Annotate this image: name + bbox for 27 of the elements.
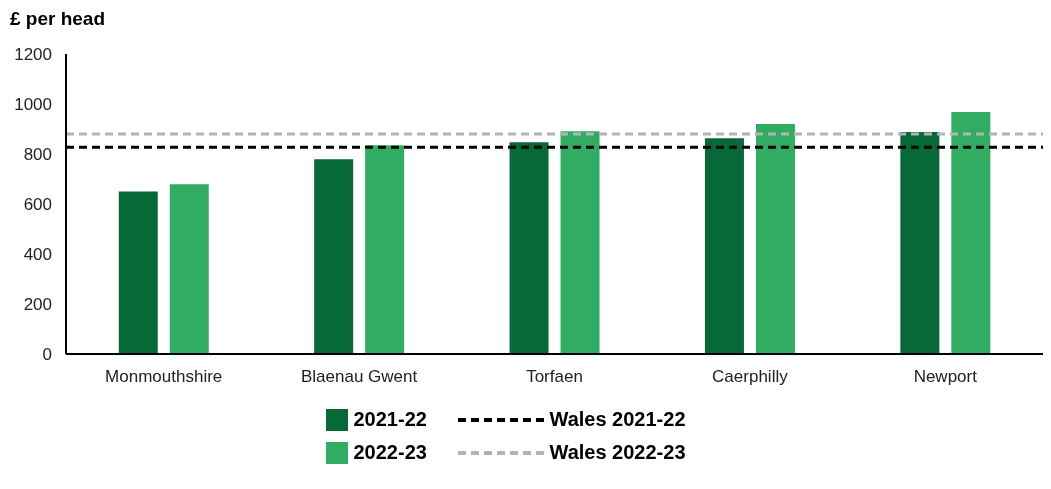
legend-label: 2021-22 [353, 408, 428, 431]
x-tick-label: Blaenau Gwent [300, 367, 418, 387]
x-tick-label: Newport [913, 367, 978, 387]
bar [169, 184, 209, 354]
y-tick-label: 1200 [14, 45, 52, 65]
legend-label: Wales 2022-23 [549, 441, 686, 464]
y-tick-label: 800 [23, 145, 52, 165]
x-tick-label: Monmouthshire [105, 367, 223, 387]
bar [365, 145, 405, 354]
y-tick-label: 600 [23, 195, 52, 215]
y-axis-title: £ per head [9, 8, 107, 31]
legend-label: 2022-23 [353, 441, 428, 464]
x-tick-label: Caerphilly [712, 367, 789, 387]
bar [314, 159, 354, 354]
bar [951, 112, 991, 354]
bar [118, 191, 158, 354]
y-tick-label: 200 [23, 295, 52, 315]
y-tick-label: 400 [23, 245, 52, 265]
legend-label: Wales 2021-22 [549, 408, 686, 431]
bar [900, 132, 940, 354]
x-tick-label: Torfaen [526, 367, 583, 387]
y-tick-label: 0 [42, 345, 52, 365]
bar [755, 124, 795, 354]
y-tick-label: 1000 [14, 95, 52, 115]
bar [560, 131, 600, 354]
bar [704, 138, 744, 354]
bar [509, 142, 549, 354]
